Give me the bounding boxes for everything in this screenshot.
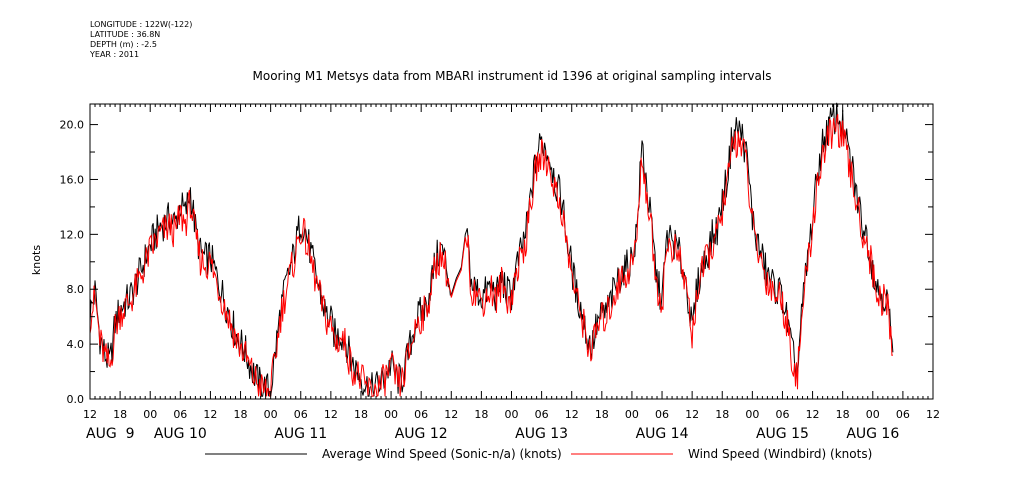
x-tick-label: 00 <box>745 408 759 421</box>
y-tick-label: 20.0 <box>60 119 85 132</box>
x-tick-label: 06 <box>535 408 549 421</box>
x-tick-label: 00 <box>866 408 880 421</box>
x-tick-label: 06 <box>173 408 187 421</box>
y-tick-label: 0.0 <box>67 393 85 406</box>
x-tick-label: 12 <box>444 408 458 421</box>
x-tick-label: 06 <box>775 408 789 421</box>
date-label: AUG 16 <box>846 426 899 442</box>
date-label: AUG 9 <box>86 426 134 442</box>
y-axis-label: knots <box>30 245 43 275</box>
date-label: AUG 13 <box>515 426 568 442</box>
labels-layer: 0.0 4.0 8.0 12.0 16.0 20.0 12 18 00 06 12 18 00 06 12 1… <box>60 119 941 442</box>
x-tick-label: 18 <box>354 408 368 421</box>
y-tick-label: 12.0 <box>60 228 85 241</box>
x-tick-label: 06 <box>655 408 669 421</box>
date-label: AUG 10 <box>154 426 207 442</box>
x-tick-label: 00 <box>625 408 639 421</box>
x-tick-label: 06 <box>896 408 910 421</box>
x-tick-label: 18 <box>715 408 729 421</box>
chart-title: Mooring M1 Metsys data from MBARI instru… <box>253 69 772 83</box>
x-tick-label: 12 <box>324 408 338 421</box>
x-tick-label: 18 <box>474 408 488 421</box>
series-line-1 <box>89 102 894 397</box>
date-label: AUG 14 <box>636 426 689 442</box>
x-tick-label: 12 <box>685 408 699 421</box>
legend: Average Wind Speed (Sonic-n/a) (knots) Wi… <box>205 447 872 461</box>
x-tick-label: 00 <box>505 408 519 421</box>
x-tick-label: 12 <box>565 408 579 421</box>
legend-label-sonic: Average Wind Speed (Sonic-n/a) (knots) <box>322 447 562 461</box>
date-label: AUG 12 <box>395 426 448 442</box>
legend-label-windbird: Wind Speed (Windbird) (knots) <box>688 447 872 461</box>
x-tick-label: 06 <box>294 408 308 421</box>
year-label: YEAR : 2011 <box>90 50 140 59</box>
date-label: AUG 11 <box>274 426 327 442</box>
y-tick-label: 16.0 <box>60 173 85 186</box>
date-label: AUG 15 <box>756 426 809 442</box>
latitude-label: LATITUDE : 36.8N <box>90 30 161 39</box>
x-tick-label: 18 <box>836 408 850 421</box>
depth-label: DEPTH (m) : -2.5 <box>90 40 157 49</box>
metadata-header: LONGITUDE : 122W(-122) LATITUDE : 36.8N … <box>90 20 192 60</box>
y-tick-label: 4.0 <box>67 338 85 351</box>
x-tick-label: 06 <box>414 408 428 421</box>
y-tick-label: 8.0 <box>67 283 85 296</box>
x-tick-label: 12 <box>926 408 940 421</box>
x-tick-label: 18 <box>234 408 248 421</box>
x-tick-label: 00 <box>384 408 398 421</box>
x-tick-label: 00 <box>143 408 157 421</box>
x-tick-label: 00 <box>264 408 278 421</box>
x-tick-label: 12 <box>806 408 820 421</box>
x-tick-label: 12 <box>83 408 97 421</box>
x-tick-label: 12 <box>203 408 217 421</box>
series-line-2 <box>89 114 893 398</box>
series-layer <box>89 102 894 398</box>
x-tick-label: 18 <box>113 408 127 421</box>
x-tick-label: 18 <box>595 408 609 421</box>
longitude-label: LONGITUDE : 122W(-122) <box>90 20 193 29</box>
ticks-layer <box>89 104 934 400</box>
plot-frame <box>89 103 934 400</box>
